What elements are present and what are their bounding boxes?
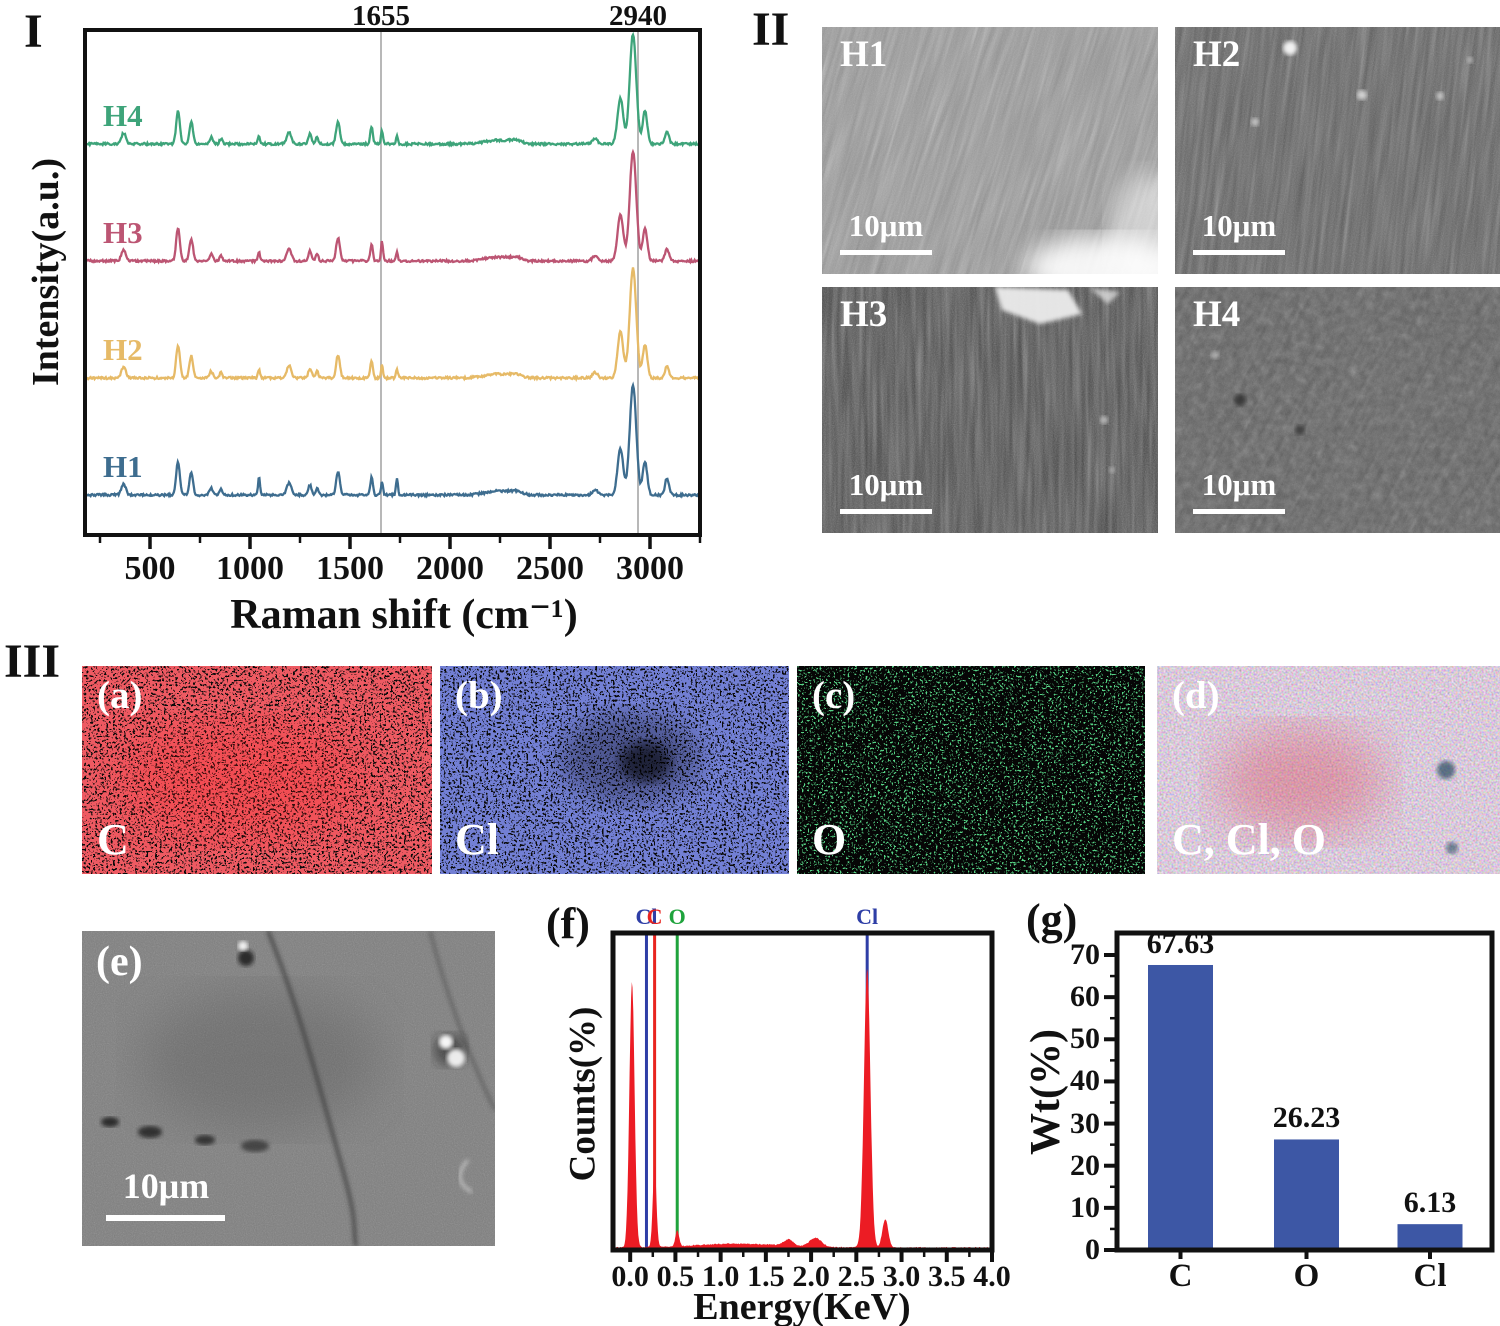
raman-traces [85, 31, 700, 499]
bar-Cl [1397, 1224, 1463, 1250]
eds-plot-frame [610, 930, 995, 1253]
bar-O [1274, 1139, 1339, 1250]
sem-image-h2 [1175, 27, 1500, 274]
scale-bar-h1 [840, 250, 932, 255]
eds-map-o [797, 666, 1145, 874]
raman-trace-H1 [85, 381, 700, 499]
raman-trace-H3 [85, 148, 700, 265]
eds-map-cl [440, 666, 789, 874]
scale-bar-h4 [1193, 509, 1285, 514]
eds-map-c [82, 666, 432, 874]
eds-spectrum-chart [610, 930, 995, 1262]
scale-bar-h3 [840, 509, 932, 514]
bar-C [1148, 964, 1213, 1250]
eds-spectrum-area [613, 968, 992, 1250]
raman-chart [83, 28, 702, 549]
sem-image-h1 [822, 27, 1158, 274]
sem-image-e [82, 931, 495, 1246]
raman-plot-frame [83, 28, 702, 537]
scale-bar-e [106, 1215, 225, 1221]
sem-image-h4 [1175, 287, 1500, 533]
wt-bar-chart [1104, 930, 1495, 1259]
sem-image-h3 [822, 287, 1158, 533]
raman-trace-H4 [85, 31, 700, 149]
scale-bar-h2 [1193, 250, 1285, 255]
bar-plot-frame [1114, 930, 1495, 1253]
raman-trace-H2 [85, 267, 700, 383]
eds-map-combined [1157, 666, 1500, 874]
